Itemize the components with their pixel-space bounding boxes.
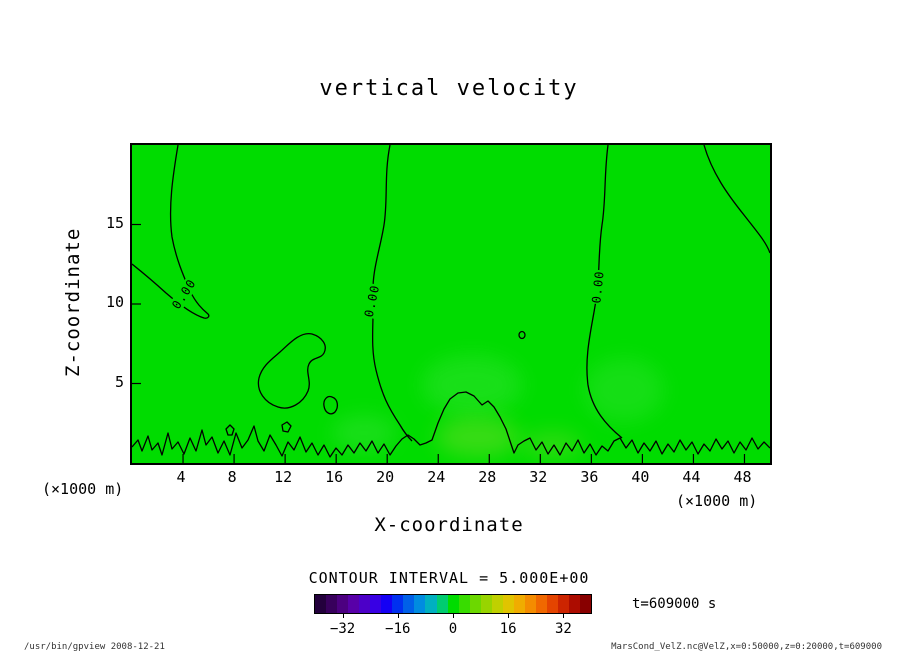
colorbar-segment xyxy=(513,595,525,613)
x-tick-label: 36 xyxy=(580,468,599,486)
y-tick-label: 10 xyxy=(105,293,124,311)
colorbar-tick xyxy=(453,614,454,618)
plot-title: vertical velocity xyxy=(319,76,579,101)
colorbar-segment xyxy=(546,595,559,613)
colorbar-segment xyxy=(502,595,514,613)
colorbar-segment xyxy=(326,595,338,613)
footer-datasource-text: MarsCond_VelZ.nc@VelZ,x=0:50000,z=0:2000… xyxy=(611,642,882,652)
contour-interval-text: CONTOUR INTERVAL = 5.000E+00 xyxy=(308,569,590,587)
x-axis-label: X-coordinate xyxy=(374,514,524,536)
contour-value-label: 0.00 xyxy=(361,282,383,320)
x-tick-label: 32 xyxy=(529,468,548,486)
colorbar-segment xyxy=(337,595,349,613)
colorbar-segment xyxy=(414,595,426,613)
zero-contour-line xyxy=(281,421,292,433)
colorbar-tick xyxy=(397,614,399,618)
svg-text:0.00: 0.00 xyxy=(362,283,383,318)
x-tick-label: 48 xyxy=(733,468,752,486)
colorbar-segment xyxy=(480,595,492,613)
colorbar-tick xyxy=(508,614,510,618)
zero-contour-line xyxy=(132,145,210,319)
x-tick-label: 40 xyxy=(631,468,650,486)
colorbar-tick-label: 16 xyxy=(499,621,517,637)
colorbar-segment xyxy=(370,595,382,613)
colorbar xyxy=(314,594,592,614)
plot-area: 0.00 0.00 0.00 xyxy=(130,143,772,465)
colorbar-segment xyxy=(580,595,592,613)
x-tick-label: 44 xyxy=(682,468,701,486)
colorbar-segment xyxy=(436,595,448,613)
zero-contour-line xyxy=(257,332,326,409)
zero-contour-line xyxy=(225,424,235,436)
colorbar-segment xyxy=(348,595,360,613)
colorbar-tick-label: 32 xyxy=(554,621,572,637)
colorbar-segment xyxy=(458,595,470,613)
y-tick-label: 15 xyxy=(105,213,124,232)
x-axis-unit-left: (×1000 m) xyxy=(42,480,124,498)
colorbar-segment xyxy=(425,595,437,613)
colorbar-segment xyxy=(392,595,404,613)
field-shade-patch xyxy=(584,358,664,422)
svg-text:0.00: 0.00 xyxy=(589,270,606,304)
colorbar-tick xyxy=(342,614,344,618)
colorbar-segment xyxy=(359,595,371,613)
colorbar-segment xyxy=(381,595,393,613)
y-axis-label: Z-coordinate xyxy=(62,227,84,377)
footer-command-text: /usr/bin/gpview 2008-12-21 xyxy=(24,642,165,652)
colorbar-tick-label: −32 xyxy=(329,621,356,637)
colorbar-segment xyxy=(469,595,481,613)
contour-value-label: 0.00 xyxy=(168,275,200,313)
colorbar-tick-label: 0 xyxy=(448,621,458,637)
x-tick-label: 24 xyxy=(427,468,446,486)
zero-contour-line xyxy=(371,145,413,442)
colorbar-segment xyxy=(558,595,570,613)
colorbar-segment xyxy=(315,595,327,613)
zero-contour-line xyxy=(323,395,339,415)
field-shade-patch xyxy=(332,415,396,451)
colorbar-tick xyxy=(563,614,565,618)
zero-contour-line xyxy=(132,391,770,458)
contour-plot-svg: 0.00 0.00 0.00 xyxy=(132,145,770,463)
colorbar-segment xyxy=(491,595,503,613)
colorbar-segment xyxy=(447,595,459,613)
x-tick-label: 16 xyxy=(325,468,344,486)
field-shade-patch xyxy=(436,417,520,457)
zero-contour-line xyxy=(518,330,526,340)
x-tick-label: 20 xyxy=(376,468,395,486)
field-shade-patch xyxy=(522,431,582,459)
colorbar-segment xyxy=(524,595,536,613)
field-shade-patch xyxy=(422,355,522,415)
colorbar-segment xyxy=(569,595,581,613)
x-axis-unit-right: (×1000 m) xyxy=(676,492,758,510)
x-tick-label: 12 xyxy=(274,468,293,486)
contour-value-label: 0.00 xyxy=(589,269,607,305)
colorbar-segment xyxy=(403,595,415,613)
time-label: t=609000 s xyxy=(632,596,717,612)
x-tick-label: 4 xyxy=(176,468,186,486)
svg-text:0.00: 0.00 xyxy=(169,276,199,311)
x-tick-label: 28 xyxy=(478,468,497,486)
zero-contour-line xyxy=(703,145,770,254)
colorbar-tick-label: −16 xyxy=(385,621,411,637)
y-tick-label: 5 xyxy=(114,372,124,391)
colorbar-segment xyxy=(535,595,547,613)
x-tick-label: 8 xyxy=(227,468,237,486)
